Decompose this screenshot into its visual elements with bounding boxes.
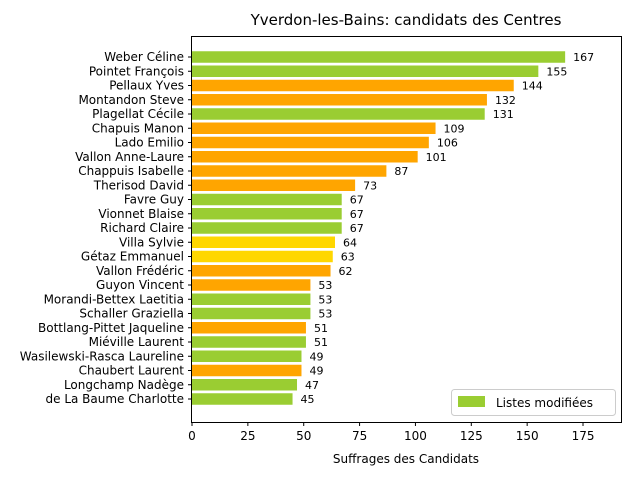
y-tick-label: Lado Emilio <box>115 136 184 150</box>
data-label: 73 <box>363 179 377 192</box>
y-tick-label: Chappuis Isabelle <box>78 164 184 178</box>
bar <box>192 336 306 348</box>
y-tick-label: Vallon Anne-Laure <box>75 150 184 164</box>
bars-group <box>192 51 566 405</box>
data-label: 144 <box>522 80 543 93</box>
data-label: 49 <box>309 365 323 378</box>
data-label: 67 <box>350 194 364 207</box>
x-tick-label: 125 <box>460 429 483 443</box>
y-tick-label: Therisod David <box>93 178 184 192</box>
y-tick-label: Chapuis Manon <box>92 121 184 135</box>
data-label: 53 <box>318 308 332 321</box>
y-tick-label: Bottlang-Pittet Jaqueline <box>38 321 184 335</box>
y-tick-label: Pointet François <box>89 64 184 78</box>
bar <box>192 193 342 206</box>
x-tick-label: 50 <box>296 429 311 443</box>
data-label: 67 <box>350 222 364 235</box>
legend-label: Listes modifiées <box>496 396 593 410</box>
bar <box>192 51 566 63</box>
bar <box>192 222 342 234</box>
data-label: 45 <box>301 393 315 406</box>
x-axis: 0 25 50 75 100 125 150 175 <box>188 422 594 443</box>
data-label: 155 <box>546 65 567 78</box>
bar <box>192 136 429 149</box>
x-tick-label: 0 <box>188 429 196 443</box>
plot-frame <box>191 36 622 423</box>
bar <box>192 379 298 391</box>
bar <box>192 293 311 305</box>
data-label: 47 <box>305 379 319 392</box>
y-tick-label: Vallon Frédéric <box>96 264 184 278</box>
data-label: 87 <box>394 165 408 178</box>
bar <box>192 322 306 334</box>
x-tick-label: 100 <box>404 429 427 443</box>
y-tick-label: Villa Sylvie <box>119 235 184 249</box>
y-tick-label: Pellaux Yves <box>109 79 184 93</box>
x-tick-label: 150 <box>516 429 539 443</box>
data-label: 167 <box>573 51 594 64</box>
data-label: 67 <box>350 208 364 221</box>
bar <box>192 350 302 362</box>
bar <box>192 179 356 191</box>
data-label: 63 <box>341 251 355 264</box>
y-tick-label: Morandi-Bettex Laetitia <box>44 292 184 306</box>
y-tick-label: de La Baume Charlotte <box>46 392 185 406</box>
x-tick-label: 75 <box>352 429 367 443</box>
y-tick-label: Favre Guy <box>124 193 184 207</box>
data-label: 51 <box>314 336 328 349</box>
legend-box <box>451 389 616 416</box>
bar <box>192 364 302 377</box>
bar <box>192 94 487 106</box>
x-tick-label: 175 <box>572 429 595 443</box>
bar <box>192 307 311 320</box>
data-label: 109 <box>444 122 465 135</box>
bar <box>192 122 436 134</box>
y-tick-label: Longchamp Nadège <box>64 378 184 392</box>
bar <box>192 151 418 163</box>
y-tick-label: Chaubert Laurent <box>79 364 185 378</box>
legend-swatch <box>458 396 485 407</box>
bar <box>192 279 311 291</box>
data-label: 101 <box>426 151 447 164</box>
bar <box>192 250 333 263</box>
data-label: 53 <box>318 279 332 292</box>
y-tick-label: Guyon Vincent <box>96 278 184 292</box>
bar <box>192 208 342 220</box>
data-label: 53 <box>318 293 332 306</box>
chart-title: Yverdon-les-Bains: candidats des Centres <box>250 11 562 29</box>
data-label: 131 <box>493 108 514 121</box>
data-label: 62 <box>339 265 353 278</box>
bar <box>192 108 485 120</box>
data-label: 64 <box>343 236 357 249</box>
y-tick-label: Plagellat Cécile <box>92 107 184 121</box>
legend: Listes modifiées <box>451 389 616 416</box>
data-label: 49 <box>309 350 323 363</box>
bar <box>192 79 514 92</box>
bar <box>192 236 335 248</box>
y-tick-label: Richard Claire <box>100 221 184 235</box>
bar <box>192 65 539 77</box>
bar <box>192 165 387 177</box>
data-labels: 1671551441321311091061018773676767646362… <box>301 51 595 406</box>
x-tick-label: 25 <box>240 429 255 443</box>
data-label: 132 <box>495 94 516 107</box>
x-axis-label: Suffrages des Candidats <box>333 452 479 466</box>
bar <box>192 393 293 405</box>
y-tick-label: Gétaz Emmanuel <box>81 250 184 264</box>
data-label: 106 <box>437 137 458 150</box>
y-tick-label: Schaller Graziella <box>79 307 184 321</box>
y-tick-label: Montandon Steve <box>78 93 184 107</box>
y-tick-label: Wasilewski-Rasca Laureline <box>20 349 184 363</box>
y-tick-label: Vionnet Blaise <box>98 207 184 221</box>
y-tick-label: Weber Céline <box>104 50 184 64</box>
y-tick-label: Miéville Laurent <box>89 335 185 349</box>
data-label: 51 <box>314 322 328 335</box>
bar <box>192 265 331 277</box>
